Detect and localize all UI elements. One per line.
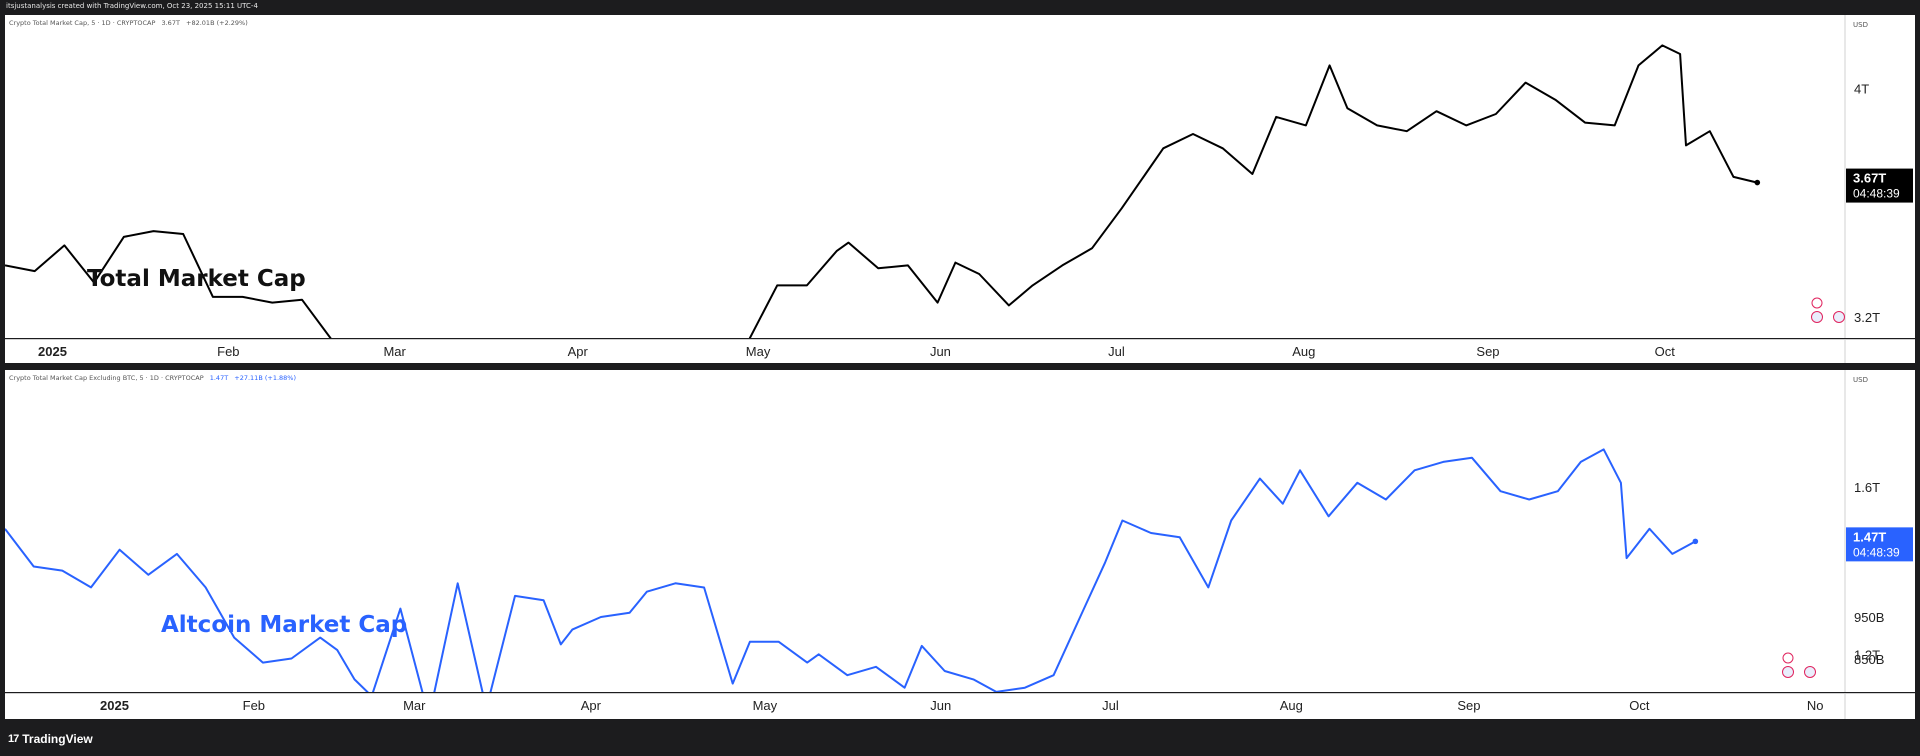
- chart-pane-total[interactable]: USD4T3.2T2.9T2.6T2.4T3.67T04:48:39Total …: [5, 15, 1915, 338]
- y-tick-label: 850B: [1854, 652, 1884, 667]
- legend-change: +27.11B (+1.88%): [234, 374, 297, 382]
- top-bar: itsjustanalysis created with TradingView…: [0, 0, 1920, 14]
- chart-pane-altcoin[interactable]: USD1.6T1.2T1.05T950B850B1.47T04:48:39Alt…: [5, 370, 1915, 692]
- x-tick-label: Apr: [568, 344, 589, 359]
- y-tick-label: 4T: [1854, 81, 1869, 96]
- chart-title: Altcoin Market Cap: [161, 612, 407, 638]
- x-tick-label: Apr: [581, 698, 602, 713]
- tradingview-logo-text: TradingView: [22, 732, 93, 746]
- legend-total: Crypto Total Market Cap, 5 · 1D · CRYPTO…: [9, 19, 248, 27]
- x-tick-label: Feb: [243, 698, 265, 713]
- legend-symbol: Crypto Total Market Cap, 5 · 1D · CRYPTO…: [9, 19, 156, 27]
- footer: 17 TradingView: [0, 720, 1920, 756]
- y-tick-label: 3.2T: [1854, 310, 1880, 325]
- legend-altcoin: Crypto Total Market Cap Excluding BTC, 5…: [9, 374, 296, 382]
- tradingview-logo[interactable]: 17 TradingView: [8, 732, 93, 746]
- legend-symbol: Crypto Total Market Cap Excluding BTC, 5…: [9, 374, 204, 382]
- y-tick-label: 1.2T: [1854, 647, 1880, 662]
- x-tick-label: 2025: [38, 344, 67, 359]
- legend-value: 1.47T: [209, 374, 229, 382]
- legend-value: 3.67T: [161, 19, 180, 27]
- flag-icon[interactable]: [1804, 666, 1816, 678]
- x-tick-label: Oct: [1655, 344, 1676, 359]
- flag-icon[interactable]: [1782, 666, 1794, 678]
- last-price-label: 3.67T: [1853, 171, 1886, 186]
- x-tick-label: Aug: [1292, 344, 1315, 359]
- chart-total-market-cap[interactable]: USD4T3.2T2.9T2.6T2.4T3.67T04:48:39Total …: [5, 15, 1915, 338]
- chart-title: Total Market Cap: [87, 266, 306, 292]
- last-point-marker: [1692, 538, 1699, 545]
- series-line[interactable]: [5, 448, 1696, 692]
- flag-icon[interactable]: [1833, 311, 1845, 323]
- attribution-text: itsjustanalysis created with TradingView…: [6, 2, 258, 10]
- chart-altcoin-market-cap[interactable]: USD1.6T1.2T1.05T950B850B1.47T04:48:39Alt…: [5, 370, 1915, 692]
- x-tick-label: 2025: [100, 698, 129, 713]
- last-price-box: [1846, 527, 1913, 562]
- countdown-label: 04:48:39: [1853, 187, 1900, 201]
- last-price-label: 1.47T: [1853, 529, 1886, 544]
- x-tick-label: Mar: [403, 698, 426, 713]
- x-tick-label: Oct: [1629, 698, 1650, 713]
- x-tick-label: Aug: [1280, 698, 1303, 713]
- x-tick-label: May: [746, 344, 771, 359]
- series-line[interactable]: [5, 44, 1758, 338]
- currency-label: USD: [1853, 21, 1868, 29]
- legend-change: +82.01B (+2.29%): [186, 19, 248, 27]
- x-tick-label: Sep: [1476, 344, 1499, 359]
- last-point-marker: [1754, 179, 1761, 186]
- time-axis-altcoin[interactable]: 2025 Feb Mar Apr May Jun Jul Aug Sep Oct No: [5, 693, 1915, 719]
- countdown-label: 04:48:39: [1853, 545, 1900, 559]
- last-price-box: [1846, 168, 1913, 203]
- tradingview-logo-icon: 17: [8, 733, 19, 745]
- x-tick-label: No: [1807, 698, 1824, 713]
- x-tick-label: Jul: [1102, 698, 1119, 713]
- x-tick-label: Jun: [930, 698, 951, 713]
- pane-divider[interactable]: [5, 364, 1915, 367]
- x-tick-label: May: [753, 698, 778, 713]
- x-tick-label: Mar: [383, 344, 406, 359]
- x-tick-label: Jun: [930, 344, 951, 359]
- y-tick-label: 950B: [1854, 610, 1884, 625]
- x-tick-label: Jul: [1108, 344, 1125, 359]
- lightning-icon[interactable]: [1782, 652, 1794, 664]
- x-tick-label: Sep: [1457, 698, 1480, 713]
- lightning-icon[interactable]: [1811, 297, 1823, 309]
- currency-label: USD: [1853, 376, 1868, 384]
- time-axis-total[interactable]: 2025 Feb Mar Apr May Jun Jul Aug Sep Oct: [5, 339, 1915, 365]
- flag-icon[interactable]: [1811, 311, 1823, 323]
- x-tick-label: Feb: [217, 344, 239, 359]
- y-tick-label: 1.6T: [1854, 480, 1880, 495]
